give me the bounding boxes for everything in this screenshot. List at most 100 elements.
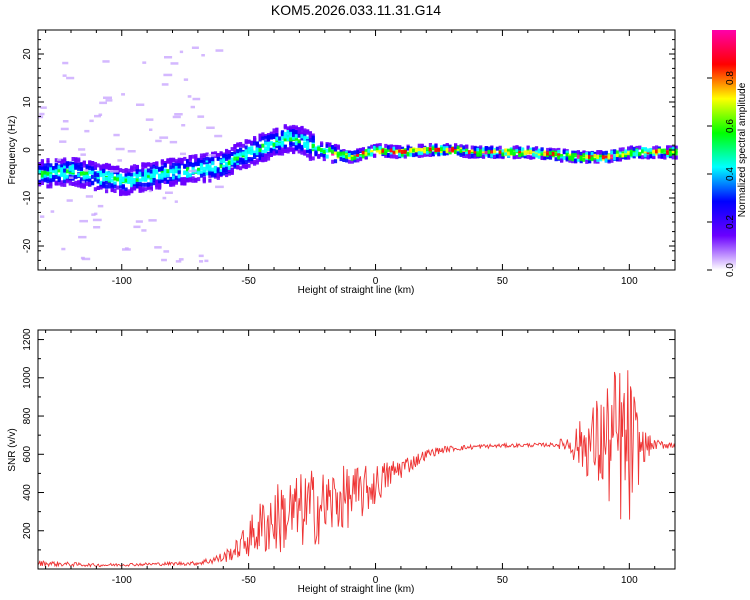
spectrogram-cell: [225, 148, 229, 153]
spectrogram-cell: [543, 152, 547, 157]
spectrogram-cell: [60, 167, 64, 172]
spectrogram-cell: [370, 152, 374, 157]
spectrogram-cell: [546, 151, 550, 156]
spectrogram-speck: [81, 180, 85, 184]
spectrogram-cell: [138, 182, 142, 187]
spectrogram-cell: [286, 127, 290, 132]
spectrogram-cell: [57, 181, 61, 186]
spectrogram-speck: [215, 49, 224, 52]
spectrogram-cell: [186, 178, 190, 183]
spectrogram-cell: [213, 166, 218, 170]
spectrogram-speck: [102, 60, 110, 63]
spectrogram-cell: [230, 152, 234, 156]
spectrogram-cell: [610, 153, 614, 158]
spectrogram-x-ticks: -100 -50 0 50 100: [45, 30, 656, 287]
spectrogram-cell: [225, 162, 229, 167]
spectrogram-cell: [596, 157, 600, 162]
spectrogram-cell: [79, 162, 84, 167]
spectrogram-speck: [187, 95, 192, 98]
spectrogram-cell: [599, 157, 603, 162]
spectrogram-cell: [152, 171, 156, 176]
spectrogram-cell: [63, 182, 67, 187]
spectrogram-cell: [138, 171, 142, 176]
spectrogram-cell: [426, 147, 430, 152]
spectrogram-speck: [175, 260, 182, 263]
spectrogram-cell: [236, 143, 240, 148]
spectrogram-cell: [364, 151, 368, 156]
spectrogram-cell: [227, 165, 231, 170]
spectrogram-cell: [60, 165, 64, 169]
spectrogram-cell: [110, 187, 114, 192]
spectrogram-cell: [426, 150, 430, 155]
spectrogram-cell: [652, 146, 656, 151]
spectrogram-cell: [375, 143, 379, 148]
spectrogram-cell: [264, 146, 268, 151]
spectrogram-cell: [585, 157, 589, 162]
spectrogram-cell: [638, 145, 642, 150]
spectrogram-cell: [208, 178, 212, 183]
spectrogram-cell: [121, 184, 125, 189]
spectrogram-cell: [462, 151, 466, 156]
spectrogram-cell: [71, 168, 75, 173]
spectrogram-cell: [169, 179, 173, 184]
spectrogram-cell: [186, 161, 190, 166]
spectrogram-cell: [233, 156, 237, 161]
spectrogram-cell: [473, 154, 477, 159]
spectrogram-cell: [565, 156, 569, 161]
spectrogram-cell: [130, 179, 134, 184]
spectrogram-cell: [247, 150, 251, 155]
spectrogram-cell: [512, 154, 516, 159]
spectrogram-cell: [641, 155, 645, 160]
spectrogram-cell: [191, 154, 195, 159]
colorbar-gradient: [712, 30, 736, 270]
spectrogram-cell: [515, 145, 519, 150]
spectrogram-cell: [289, 137, 293, 142]
spectrogram-cell: [225, 173, 229, 178]
spectrogram-cell: [481, 147, 486, 152]
spectrogram-cell: [141, 188, 145, 193]
spectrogram-cell: [144, 182, 148, 187]
spectrogram-y-ticks: -20 -10 0 10 20: [22, 29, 675, 271]
spectrogram-cell: [247, 146, 251, 151]
spectrogram-cell: [317, 146, 321, 151]
spectrogram-cell: [211, 167, 215, 172]
spectrogram-cell: [169, 182, 173, 187]
spectrogram-cell: [127, 171, 131, 176]
spectrogram-cell: [261, 149, 265, 154]
spectrogram-cell: [74, 165, 78, 170]
spectrogram-cell: [490, 153, 494, 158]
spectrogram-cell: [160, 166, 164, 171]
spectrogram-cell: [197, 167, 201, 172]
y-tick-label: 1000: [22, 366, 33, 389]
spectrogram-cell: [521, 147, 525, 152]
spectrogram-cell: [102, 177, 106, 182]
spectrogram-cell: [169, 158, 173, 163]
spectrogram-cell: [199, 158, 204, 163]
spectrogram-cell: [347, 153, 352, 157]
spectrogram-cell: [132, 182, 137, 187]
spectrogram-cell: [607, 155, 611, 160]
spectrogram-cell: [359, 147, 363, 152]
spectrogram-cell: [459, 152, 463, 157]
spectrogram-cell: [186, 164, 190, 169]
spectrogram-cell: [370, 144, 374, 149]
spectrogram-cell: [54, 167, 58, 172]
spectrogram-cell: [540, 147, 544, 152]
spectrogram-cell: [548, 155, 553, 160]
spectrogram-cell: [311, 144, 315, 148]
spectrogram-cell: [300, 126, 304, 131]
spectrogram-cell: [504, 151, 508, 156]
spectrogram-cell: [102, 183, 106, 188]
spectrogram-cell: [63, 175, 67, 180]
spectrogram-cell: [532, 155, 536, 160]
spectrogram-cell: [289, 147, 293, 152]
spectrogram-cell: [225, 166, 229, 170]
spectrogram-cell: [389, 152, 393, 157]
spectrogram-cell: [342, 158, 346, 162]
spectrogram-cell: [102, 172, 106, 177]
spectrogram-cell: [582, 157, 586, 162]
spectrogram-cell: [283, 136, 287, 141]
spectrogram-cell: [275, 144, 279, 149]
spectrogram-cell: [322, 157, 326, 162]
spectrogram-cell: [395, 144, 399, 149]
